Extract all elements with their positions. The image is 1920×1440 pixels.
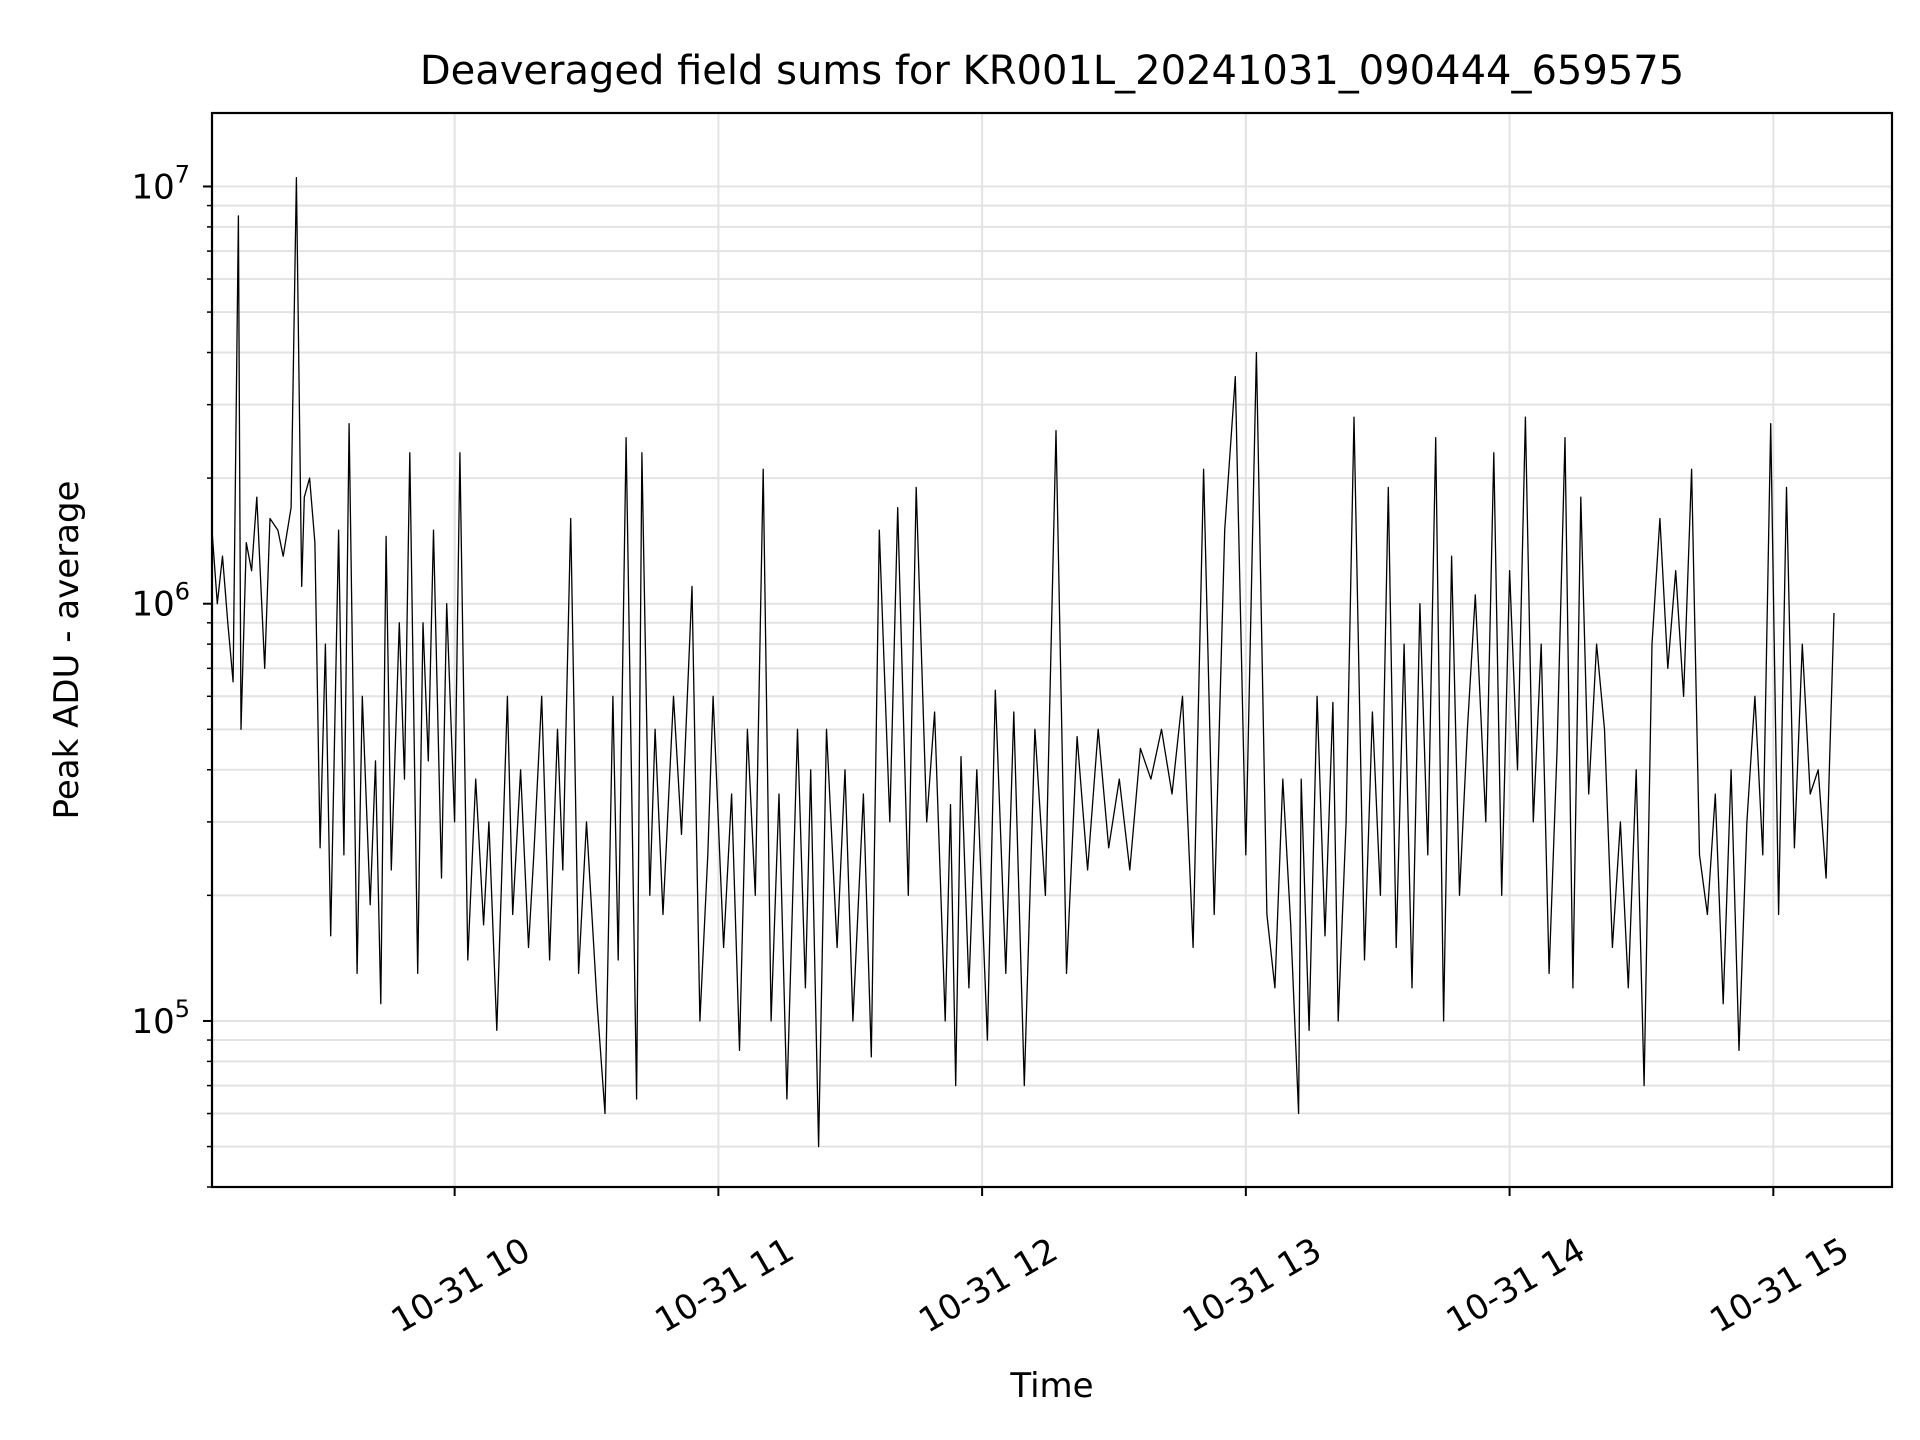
series-line [211, 176, 1835, 1148]
chart-title: Deaveraged field sums for KR001L_2024103… [420, 48, 1684, 94]
plot-frame [210, 111, 1894, 1189]
y-axis: 105 106 107 [131, 160, 212, 1188]
grid-lines [212, 113, 1892, 1188]
y-tick-label: 107 [131, 160, 190, 207]
plot-area [211, 176, 1835, 1148]
y-axis-label: Peak ADU - average [47, 481, 87, 820]
x-axis-label: Time [1009, 1366, 1093, 1406]
y-tick-label: 106 [131, 578, 190, 625]
y-tick-label: 105 [131, 995, 190, 1042]
